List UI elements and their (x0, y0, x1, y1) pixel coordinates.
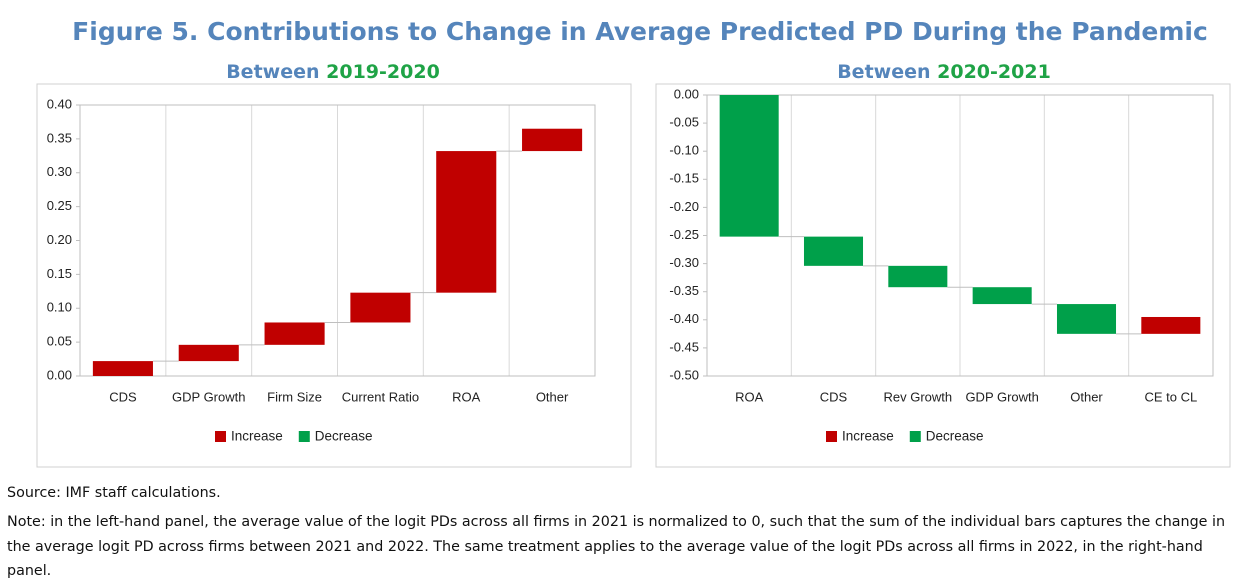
y-tick-label: 0.00 (674, 86, 699, 101)
y-tick-label: -0.05 (669, 115, 699, 130)
chart-subtitle: Between 2019-2020 (226, 61, 440, 83)
bar (522, 128, 583, 152)
y-tick-label: 0.40 (47, 96, 72, 111)
y-tick-label: -0.45 (669, 339, 699, 354)
y-tick-label: 0.30 (47, 164, 72, 179)
panel-border (36, 83, 632, 468)
note: Note: in the left-hand panel, the averag… (7, 514, 1226, 579)
y-tick-label: -0.30 (669, 255, 699, 270)
x-tick-label: Firm Size (267, 389, 322, 404)
chart-subtitle: Between 2020-2021 (837, 61, 1051, 83)
panel-border (655, 83, 1231, 468)
legend-label: Decrease (926, 429, 984, 444)
subtitle-text: Between (837, 61, 930, 83)
x-tick-label: GDP Growth (965, 389, 1038, 404)
bar (264, 322, 325, 345)
x-tick-label: CDS (820, 389, 848, 404)
y-tick-label: -0.40 (669, 311, 699, 326)
y-tick-label: 0.20 (47, 232, 72, 247)
y-tick-label: 0.00 (47, 367, 72, 382)
legend-swatch (909, 431, 921, 442)
x-tick-label: Other (536, 389, 569, 404)
bar (972, 287, 1032, 305)
y-tick-label: 0.15 (47, 266, 72, 281)
y-tick-label: -0.10 (669, 143, 699, 158)
x-tick-label: ROA (452, 389, 481, 404)
x-tick-label: GDP Growth (172, 389, 245, 404)
x-tick-label: Rev Growth (884, 389, 953, 404)
y-tick-label: -0.50 (669, 367, 699, 382)
bar (719, 95, 779, 237)
bar (888, 265, 948, 288)
bar (1056, 304, 1117, 334)
x-tick-label: Other (1070, 389, 1103, 404)
legend-swatch (215, 431, 226, 442)
legend-label: Decrease (315, 429, 373, 444)
y-tick-label: -0.15 (669, 171, 699, 186)
y-tick-label: 0.35 (47, 130, 72, 145)
y-tick-label: 0.05 (47, 334, 72, 349)
y-tick-label: -0.20 (669, 199, 699, 214)
bar (1141, 316, 1201, 334)
x-tick-label: CE to CL (1144, 389, 1197, 404)
y-tick-label: -0.25 (669, 227, 699, 242)
x-tick-label: CDS (109, 389, 137, 404)
x-tick-label: ROA (735, 389, 764, 404)
x-tick-label: Current Ratio (342, 389, 419, 404)
y-tick-label: 0.10 (47, 300, 72, 315)
bar (178, 344, 239, 362)
figure-title: Figure 5. Contributions to Change in Ave… (72, 17, 1208, 46)
subtitle-years: 2020-2021 (937, 61, 1051, 83)
y-tick-label: -0.35 (669, 283, 699, 298)
bar (92, 361, 153, 376)
subtitle-years: 2019-2020 (326, 61, 440, 83)
subtitle-text: Between (226, 61, 319, 83)
bar (803, 236, 864, 266)
source: Source: IMF staff calculations. (7, 485, 221, 501)
legend-label: Increase (842, 429, 894, 444)
legend-swatch (298, 431, 310, 442)
bar (350, 292, 411, 323)
legend-label: Increase (231, 429, 283, 444)
bar (436, 151, 497, 293)
legend-swatch (826, 431, 837, 442)
y-tick-label: 0.25 (47, 198, 72, 213)
